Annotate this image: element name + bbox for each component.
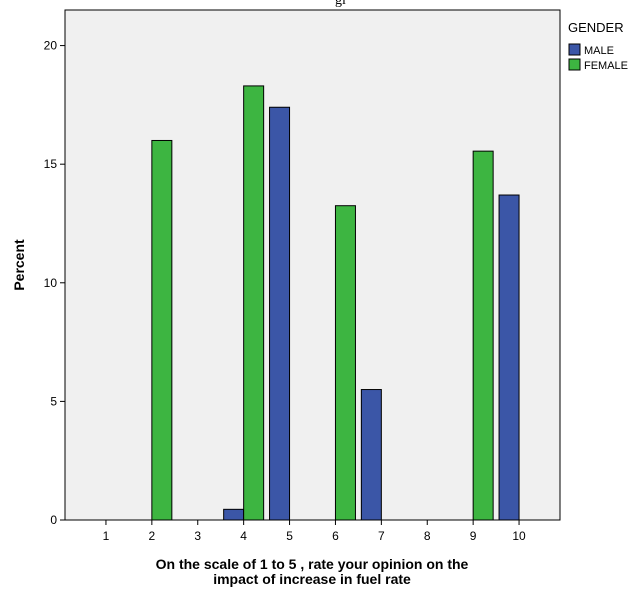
x-tick-label: 2 <box>149 529 156 543</box>
x-tick-label: 9 <box>470 529 477 543</box>
x-tick-label: 6 <box>332 529 339 543</box>
legend-title: GENDER <box>568 20 624 35</box>
bar-male-10 <box>498 194 520 521</box>
bar-female-6 <box>334 205 356 521</box>
bar-female-4 <box>243 85 265 521</box>
x-tick-label: 10 <box>512 529 526 543</box>
x-axis-title-line2: impact of increase in fuel rate <box>213 571 411 587</box>
legend-items: MALE FEMALE <box>568 43 628 72</box>
bars-group <box>151 85 520 521</box>
y-tick-label: 0 <box>50 513 57 527</box>
y-tick-label: 20 <box>44 39 58 53</box>
x-tick-label: 4 <box>240 529 247 543</box>
x-tick-label: 8 <box>424 529 431 543</box>
bar-male-4 <box>223 508 245 521</box>
x-axis-title-line1: On the scale of 1 to 5 , rate your opini… <box>156 556 469 572</box>
bar-female-2 <box>151 139 173 521</box>
y-tick-label: 15 <box>44 157 58 171</box>
legend-swatch-male <box>568 43 581 56</box>
bar-male-5 <box>269 106 291 521</box>
x-axis: 1 2 3 4 5 6 7 8 9 10 <box>103 520 526 543</box>
y-axis-title: Percent <box>11 239 27 291</box>
chart-title-fragment: gi <box>335 0 346 8</box>
x-tick-label: 7 <box>378 529 385 543</box>
legend-label-female: FEMALE <box>584 60 628 72</box>
y-tick-label: 10 <box>44 276 58 290</box>
legend: GENDER MALE FEMALE <box>568 20 628 72</box>
legend-swatch-female <box>568 58 581 71</box>
legend-label-male: MALE <box>584 45 614 57</box>
bar-female-9 <box>472 150 494 521</box>
y-axis: 0 5 10 15 20 <box>44 39 65 527</box>
x-tick-label: 5 <box>286 529 293 543</box>
y-tick-label: 5 <box>50 394 57 408</box>
bar-male-7 <box>360 389 382 521</box>
x-tick-label: 3 <box>194 529 201 543</box>
x-tick-label: 1 <box>103 529 110 543</box>
